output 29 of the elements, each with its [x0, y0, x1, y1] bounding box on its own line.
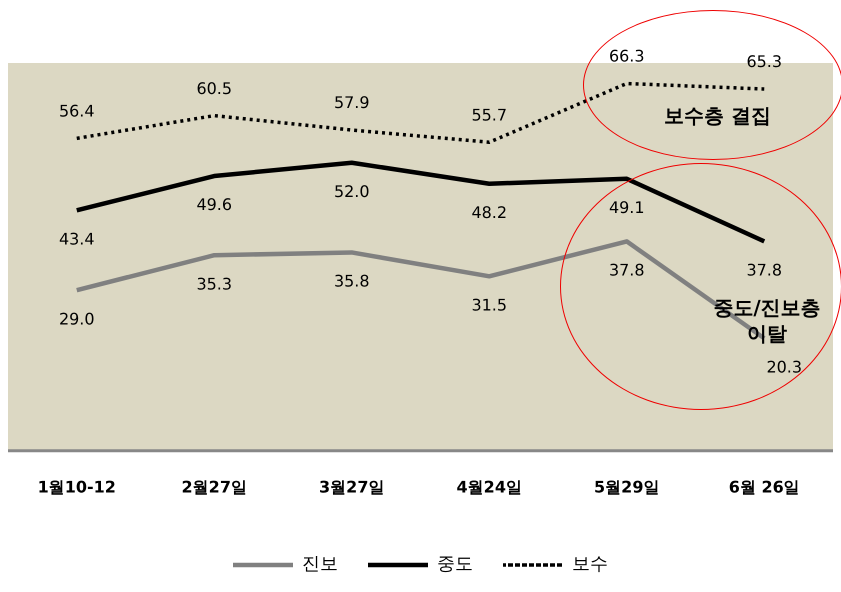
annotation: 중도/진보층 이탈 — [713, 295, 821, 346]
legend-label: 보수 — [572, 554, 608, 575]
data-label: 49.6 — [196, 195, 232, 214]
data-label: 35.3 — [196, 274, 232, 294]
x-tick-label: 5월29일 — [594, 478, 660, 497]
data-label: 48.2 — [471, 202, 508, 222]
data-label: 60.5 — [196, 78, 232, 98]
data-label: 37.8 — [746, 260, 782, 280]
data-label: 55.7 — [471, 105, 508, 124]
data-label: 65.3 — [746, 52, 782, 72]
data-label: 31.5 — [471, 295, 508, 314]
data-label: 37.8 — [608, 260, 645, 280]
data-label: 29.0 — [58, 309, 95, 328]
data-label: 57.9 — [334, 93, 370, 112]
x-tick-label: 6월 26일 — [728, 478, 800, 497]
data-label: 66.3 — [608, 46, 645, 66]
data-label: 43.4 — [58, 230, 95, 249]
data-label: 49.1 — [608, 198, 645, 217]
x-tick-label: 4월24일 — [456, 478, 522, 497]
data-label: 20.3 — [766, 357, 802, 376]
legend-label: 중도 — [437, 554, 473, 575]
legend-label: 진보 — [302, 554, 338, 575]
x-tick-label: 1월10-12 — [38, 478, 116, 497]
annotation: 보수층 결집 — [664, 103, 771, 128]
x-tick-label: 3월27일 — [319, 478, 384, 497]
x-tick-label: 2월27일 — [182, 478, 247, 497]
data-label: 56.4 — [58, 102, 95, 120]
data-label: 52.0 — [334, 182, 370, 201]
data-label: 35.8 — [334, 272, 370, 291]
